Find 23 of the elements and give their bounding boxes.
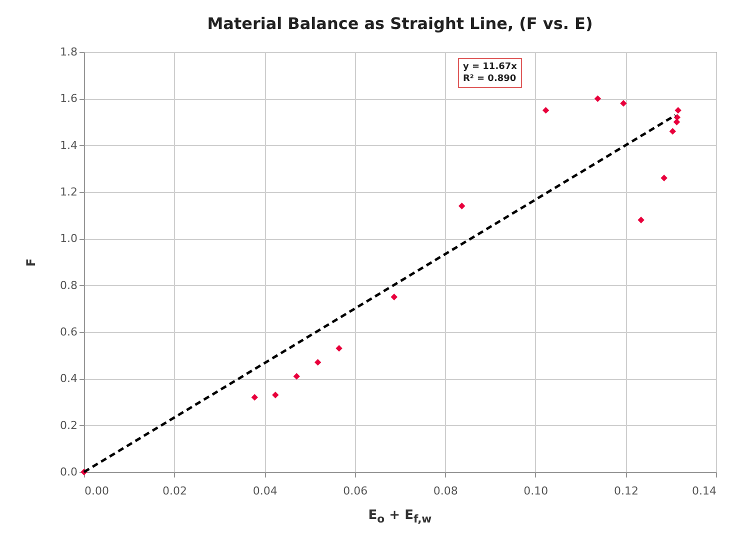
annotation: y = 11.67x (463, 61, 517, 73)
y-tick-label: 0.2 (60, 418, 78, 432)
chart-title: Material Balance as Straight Line, (F vs. E) (207, 14, 593, 33)
x-tick-label: 0.14 (692, 484, 716, 498)
y-tick-label: 1.2 (60, 186, 78, 198)
y-tick-label: 0.0 (60, 466, 78, 478)
y-axis-title: F (24, 258, 38, 267)
y-tick-label: 0.6 (60, 326, 78, 338)
y-tick-label: 1.8 (60, 46, 78, 58)
annotation: R² = 0.890 (463, 73, 517, 85)
y-tick-label: 1.0 (60, 232, 78, 246)
x-tick-label: 0.10 (524, 484, 548, 498)
x-tick-label: 0.08 (433, 484, 458, 498)
y-tick-label: 0.8 (60, 278, 78, 292)
x-tick-label: 0.04 (252, 484, 278, 498)
y-tick-label: 1.4 (60, 138, 78, 152)
y-tick-label: 1.6 (60, 92, 78, 106)
x-axis-title: E$_{o}$ + E$_{f,w}$ (367, 508, 433, 526)
x-tick-label: 0.12 (614, 484, 638, 498)
y-tick-label: 0.4 (60, 372, 78, 386)
x-tick-label: 0.02 (162, 484, 188, 498)
x-tick-label: 0.00 (84, 484, 109, 498)
x-tick-label: 0.06 (343, 484, 368, 498)
